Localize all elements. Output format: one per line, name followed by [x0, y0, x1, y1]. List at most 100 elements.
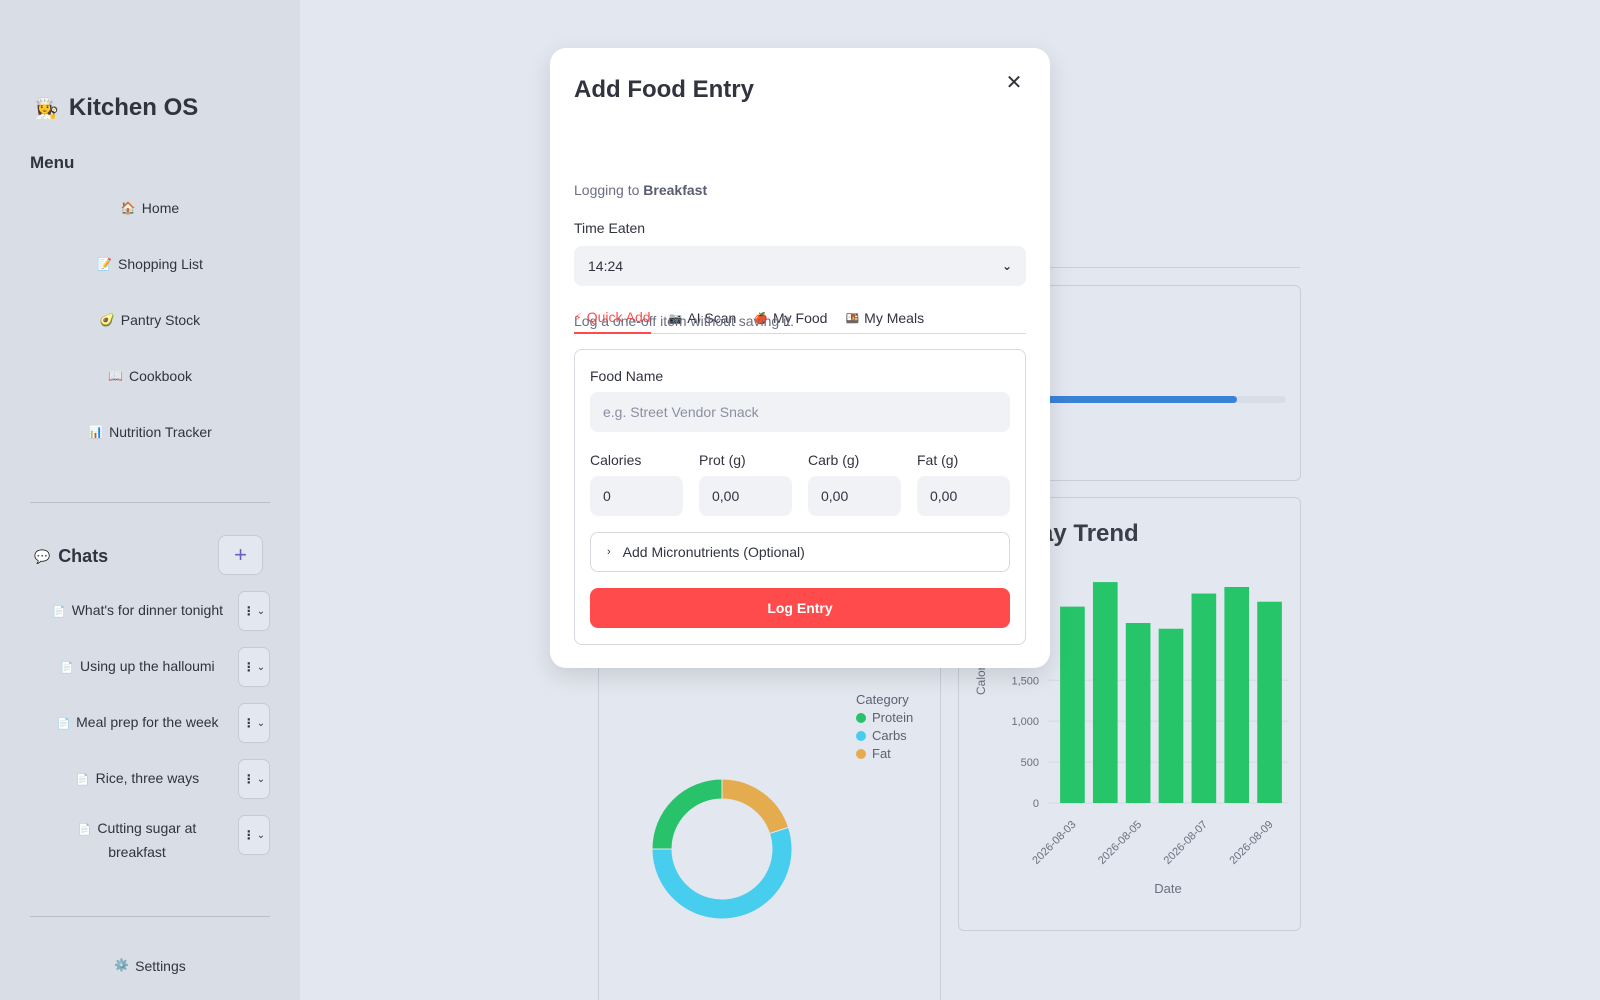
- logging-target: Logging to Breakfast: [574, 182, 707, 198]
- nav-item-label: Pantry Stock: [120, 312, 201, 328]
- chat-item[interactable]: 📄 What's for dinner tonight: [40, 599, 235, 623]
- protein-input[interactable]: 0,00: [699, 476, 792, 516]
- bar: [1060, 606, 1085, 803]
- log-entry-button[interactable]: Log Entry: [590, 588, 1010, 628]
- kebab-icon: ⋮: [242, 660, 255, 674]
- chevron-down-icon: ⌄: [1001, 259, 1012, 273]
- chat-options-button[interactable]: ⋮ ⌄: [238, 591, 270, 631]
- calorie-progress-fill: [1040, 396, 1237, 403]
- nav-item-home[interactable]: 🏠 Home: [30, 200, 270, 216]
- quick-add-form: Food Name e.g. Street Vendor Snack Calor…: [574, 349, 1026, 645]
- fat-input[interactable]: 0,00: [917, 476, 1010, 516]
- nav-item-label: Shopping List: [118, 256, 203, 272]
- chef-icon: 👩‍🍳: [34, 97, 59, 120]
- tab-label: My Meals: [864, 310, 925, 326]
- modal-title: Add Food Entry: [574, 76, 754, 103]
- document-icon: 📄: [51, 606, 66, 618]
- x-tick-label: 2026-08-05: [1096, 819, 1144, 867]
- sidebar-divider: [30, 916, 270, 917]
- document-icon: 📄: [75, 774, 90, 786]
- y-axis-label: Calori: [974, 664, 988, 695]
- house-icon: 🏠: [120, 201, 136, 215]
- chevron-down-icon: ⌄: [256, 661, 266, 673]
- chat-item-label: Rice, three ways: [95, 770, 200, 786]
- app-title: Kitchen OS: [68, 94, 199, 121]
- y-tick-label: 1,000: [1011, 716, 1039, 728]
- chat-item[interactable]: 📄 Rice, three ways: [40, 767, 235, 791]
- new-chat-button[interactable]: +: [218, 535, 263, 575]
- chevron-down-icon: ⌄: [256, 605, 266, 617]
- bar: [1125, 623, 1151, 803]
- x-tick-label: 2026-08-09: [1227, 819, 1275, 867]
- nav-item-pantry-stock[interactable]: 🥑 Pantry Stock: [30, 312, 270, 328]
- nav-item-shopping-list[interactable]: 📝 Shopping List: [30, 256, 270, 272]
- food-name-label: Food Name: [590, 368, 664, 384]
- tab-label: AI Scan: [687, 310, 737, 326]
- food-name-input[interactable]: e.g. Street Vendor Snack: [590, 392, 1010, 432]
- carb-label: Carb (g): [808, 452, 860, 468]
- chat-item[interactable]: 📄 Using up the halloumi: [40, 655, 235, 679]
- lightning-icon: ⚡: [574, 311, 582, 324]
- chat-item[interactable]: 📄 Cutting sugar at breakfast: [62, 817, 212, 863]
- bar-chart-icon: 📊: [88, 425, 104, 439]
- chats-heading-label: Chats: [58, 546, 109, 566]
- speech-bubble-icon: 💬: [34, 548, 51, 564]
- add-food-modal: Add Food Entry ✕ Logging to Breakfast Ti…: [550, 48, 1050, 668]
- memo-icon: 📝: [97, 257, 113, 271]
- nav-item-label: Home: [141, 200, 180, 216]
- x-axis-label: Date: [1154, 881, 1181, 896]
- settings-link[interactable]: ⚙️ Settings: [30, 958, 270, 974]
- calorie-progress-bar: [1040, 396, 1286, 403]
- calories-input[interactable]: 0: [590, 476, 683, 516]
- chat-item[interactable]: 📄 Meal prep for the week: [40, 711, 235, 735]
- time-eaten-select[interactable]: 14:24 ⌄: [574, 246, 1026, 286]
- protein-label: Prot (g): [699, 452, 746, 468]
- chat-item-label: Cutting sugar at breakfast: [97, 820, 197, 860]
- settings-label: Settings: [135, 958, 186, 974]
- calorie-trend-chart: 0 500 1,000 1,500 Calori 2026-08-03 2026-08-05…: [974, 582, 1288, 896]
- legend-label: Protein: [872, 710, 914, 725]
- tab-quick-add[interactable]: ⚡ Quick Add: [574, 302, 651, 334]
- x-tick-label: 2026-08-07: [1162, 819, 1210, 867]
- close-icon[interactable]: ✕: [1005, 71, 1023, 94]
- chat-options-button[interactable]: ⋮ ⌄: [238, 815, 270, 855]
- tab-my-food[interactable]: 🍎 My Food: [754, 302, 827, 334]
- meal-name: Breakfast: [643, 182, 708, 198]
- book-icon: 📖: [108, 369, 123, 383]
- legend-item: Protein: [856, 709, 913, 727]
- x-tick-label: 2026-08-03: [1030, 819, 1078, 867]
- tab-ai-scan[interactable]: 📷 AI Scan: [669, 302, 737, 334]
- chat-options-button[interactable]: ⋮ ⌄: [238, 759, 270, 799]
- goal-card: [1010, 285, 1301, 481]
- macro-legend: Category Protein Carbs Fat: [856, 692, 913, 763]
- bar: [1257, 601, 1282, 803]
- apple-icon: 🍎: [754, 312, 768, 325]
- protein-swatch: [856, 713, 866, 723]
- document-icon: 📄: [56, 718, 71, 730]
- nav-item-nutrition-tracker[interactable]: 📊 Nutrition Tracker: [30, 424, 270, 440]
- carb-input[interactable]: 0,00: [808, 476, 901, 516]
- fat-label: Fat (g): [917, 452, 959, 468]
- chat-options-button[interactable]: ⋮ ⌄: [238, 703, 270, 743]
- donut-slice-protein: [651, 778, 723, 850]
- expander-label: Add Micronutrients (Optional): [622, 544, 805, 560]
- document-icon: 📄: [77, 824, 92, 836]
- chats-heading: 💬 Chats: [34, 546, 108, 567]
- bento-icon: 🍱: [845, 312, 860, 325]
- chat-item-label: Meal prep for the week: [76, 714, 219, 730]
- tab-my-meals[interactable]: 🍱 My Meals: [845, 302, 924, 334]
- time-eaten-label: Time Eaten: [574, 220, 646, 236]
- nav-item-cookbook[interactable]: 📖 Cookbook: [30, 368, 270, 384]
- legend-title: Category: [856, 692, 909, 707]
- legend-item: Carbs: [856, 727, 913, 745]
- y-tick-label: 1,500: [1011, 675, 1039, 687]
- legend-label: Fat: [872, 746, 891, 761]
- chat-options-button[interactable]: ⋮ ⌄: [238, 647, 270, 687]
- chevron-right-icon: ›: [607, 546, 611, 558]
- micronutrients-expander[interactable]: › Add Micronutrients (Optional): [590, 532, 1010, 572]
- logging-prefix: Logging to: [574, 182, 640, 198]
- tab-label: My Food: [773, 310, 828, 326]
- bar: [1191, 593, 1217, 803]
- kebab-icon: ⋮: [242, 828, 255, 842]
- kebab-icon: ⋮: [242, 716, 255, 730]
